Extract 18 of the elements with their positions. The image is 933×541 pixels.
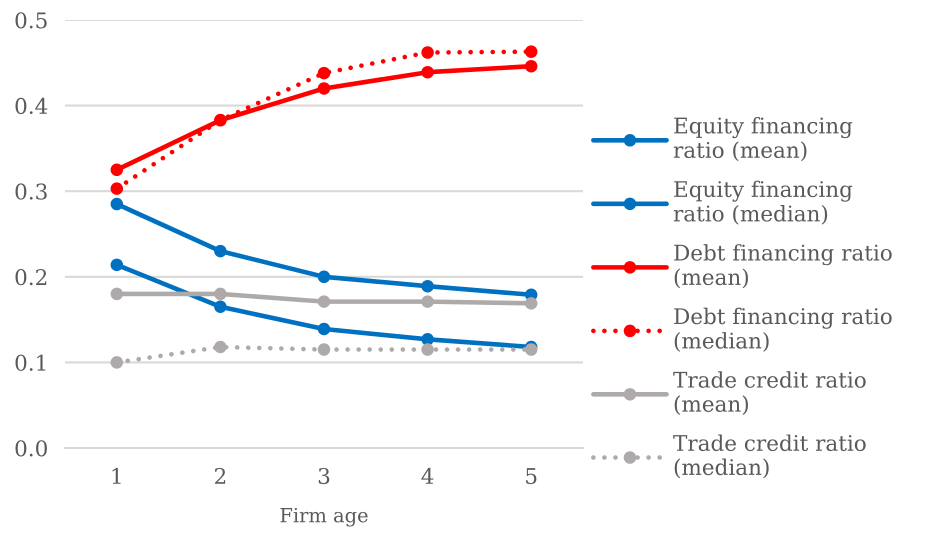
y-tick-label: 0.3 xyxy=(16,183,47,200)
y-tick-label: 0.4 xyxy=(16,98,48,114)
x-tick-label: 2 xyxy=(215,468,226,484)
y-tick-label: 0.2 xyxy=(16,269,46,286)
x-tick-label: 1 xyxy=(112,468,121,484)
x-tick-label: 5 xyxy=(526,468,536,484)
legend-label: Equity financing ratio (median) xyxy=(674,180,852,225)
x-axis-title: Firm age xyxy=(280,508,368,527)
legend-label: Debt financing ratio (median) xyxy=(674,308,892,352)
legend-label: Trade credit ratio (median) xyxy=(673,434,866,478)
y-tick-label: 0.5 xyxy=(16,12,47,28)
x-tick-label: 3 xyxy=(318,468,330,484)
legend-label: Equity financing ratio (mean) xyxy=(674,117,852,162)
legend-label: Trade credit ratio (mean) xyxy=(673,371,866,416)
legend-label: Debt financing ratio (mean) xyxy=(674,244,892,288)
y-tick-label: 0.1 xyxy=(16,354,46,371)
y-tick-label: 0.0 xyxy=(16,440,47,456)
x-tick-label: 4 xyxy=(421,468,434,484)
